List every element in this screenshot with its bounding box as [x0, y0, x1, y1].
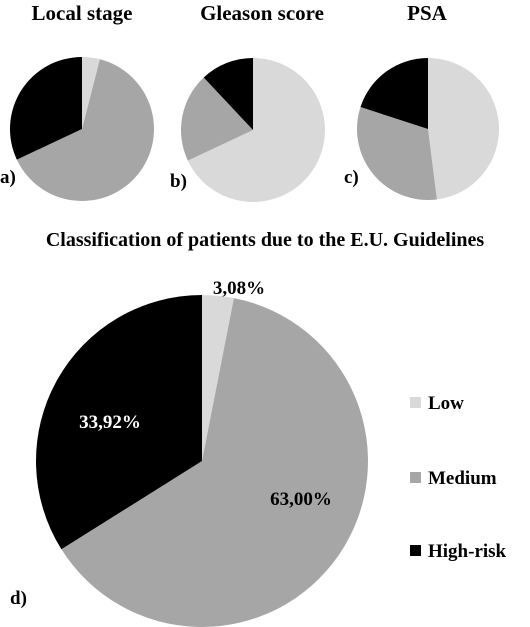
legend-swatch-low — [410, 397, 421, 408]
panel-label-d: d) — [10, 588, 27, 609]
legend-label-high-risk: High-risk — [428, 541, 507, 562]
legend-swatch-medium — [410, 472, 421, 483]
data-label-high-risk: 33,92% — [79, 412, 141, 433]
data-label-low: 3,08% — [213, 278, 265, 299]
pie-d-slice-medium — [61, 298, 368, 627]
panel-label-c: c) — [344, 167, 359, 188]
panel-label-b: b) — [170, 171, 187, 192]
pie-a — [9, 57, 155, 202]
main-chart-title: Classification of patients due to the E.… — [46, 229, 485, 251]
pie-a-slice-low — [82, 57, 100, 129]
legend: Low Medium High-risk — [410, 393, 507, 562]
pie-d — [35, 295, 368, 627]
pie-d-slice-high-risk — [35, 295, 202, 550]
pie-b — [180, 58, 325, 202]
pie-a-slice-high-risk — [9, 57, 82, 160]
pie-c-title: PSA — [407, 1, 448, 25]
pie-b-slice-high-risk — [203, 58, 253, 130]
pie-a-title: Local stage — [32, 1, 133, 25]
pie-c-slice-medium — [356, 107, 437, 200]
legend-label-low: Low — [428, 393, 464, 414]
pie-c-slice-high-risk — [360, 58, 428, 129]
legend-swatch-high-risk — [410, 545, 421, 556]
pie-b-title: Gleason score — [200, 1, 324, 25]
pie-c-slice-low — [428, 58, 499, 200]
pie-c — [356, 58, 499, 200]
panel-label-a: a) — [0, 167, 16, 188]
legend-label-medium: Medium — [428, 468, 497, 489]
data-label-medium: 63,00% — [270, 489, 332, 510]
pie-d-slice-low — [202, 295, 234, 461]
pie-a-slice-medium — [16, 59, 155, 202]
pie-b-slice-low — [187, 58, 325, 202]
pie-b-slice-medium — [180, 77, 253, 161]
